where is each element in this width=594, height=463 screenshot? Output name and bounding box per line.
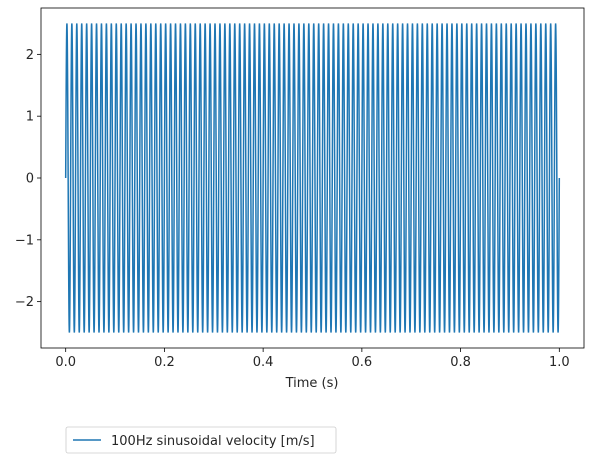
plot-area <box>40 7 585 349</box>
legend-label: 100Hz sinusoidal velocity [m/s] <box>111 434 315 449</box>
x-axis: 0.0 0.2 0.4 0.6 0.8 1.0 <box>55 348 570 370</box>
legend-frame <box>65 426 337 454</box>
y-tick-label: 2 <box>26 48 34 63</box>
x-tick-label: 0.2 <box>154 355 175 370</box>
x-tick-label: 0.0 <box>55 355 76 370</box>
x-axis-label: Time (s) <box>285 376 339 391</box>
y-tick-label: 1 <box>26 110 34 125</box>
x-tick-label: 0.4 <box>253 355 274 370</box>
series-line-0 <box>64 23 561 333</box>
x-tick-label: 0.6 <box>352 355 373 370</box>
y-tick-label: −2 <box>15 295 34 310</box>
x-tick-label: 0.8 <box>450 355 471 370</box>
legend: 100Hz sinusoidal velocity [m/s] <box>65 426 337 454</box>
y-tick-label: −1 <box>15 233 34 248</box>
y-tick-label: 0 <box>26 172 34 187</box>
x-tick-label: 1.0 <box>549 355 570 370</box>
y-axis: −2 −1 0 1 2 <box>15 48 41 310</box>
